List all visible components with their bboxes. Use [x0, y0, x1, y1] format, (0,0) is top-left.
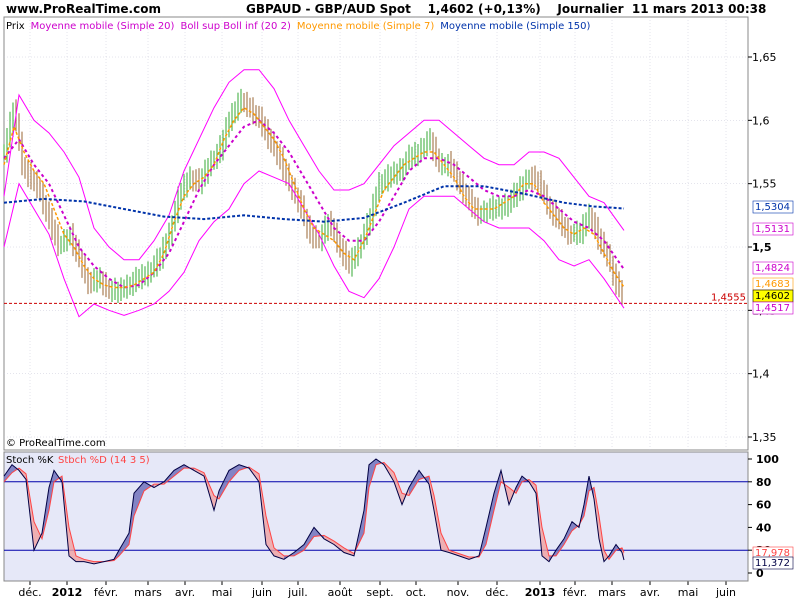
boll-sup-line: [3, 69, 625, 261]
stoch-fill: [556, 538, 564, 556]
datetime-label: 11 mars 2013 00:38: [631, 2, 767, 16]
stoch-tag-box: [752, 556, 794, 570]
stoch-fill: [494, 470, 501, 511]
main-y-tick-label: 1,6: [752, 114, 770, 127]
stoch-fill: [219, 470, 229, 499]
x-tick-label: juil.: [287, 586, 308, 599]
stoch-fill: [409, 470, 419, 496]
stoch-fill: [134, 481, 144, 516]
x-tick-label: 2012: [52, 586, 83, 599]
stoch-y-tick-label: 0: [756, 567, 764, 580]
stoch-fill: [324, 535, 334, 545]
x-tick-label: sept.: [366, 586, 393, 599]
main-y-tick-label: 1,4: [752, 368, 770, 381]
stoch-legend-d: Stbch %D (14 3 5): [58, 455, 150, 466]
stoch-fill: [516, 476, 522, 494]
price-tag-box: [752, 222, 794, 236]
x-tick-label: juin: [251, 586, 272, 599]
price-change: 1,4602 (+0,13%): [427, 2, 541, 16]
main-y-tick-label: 1,65: [752, 51, 777, 64]
legend-entry: Moyenne mobile (Simple 150): [440, 21, 590, 32]
x-tick-label: févr.: [94, 586, 118, 599]
stoch-fill: [459, 553, 469, 560]
stoch-fill: [449, 550, 459, 556]
x-tick-label: mars: [598, 586, 626, 599]
stoch-fill: [344, 547, 354, 556]
x-tick-label: nov.: [447, 586, 470, 599]
x-tick-label: août: [328, 586, 353, 599]
main-panel-frame: [3, 16, 749, 451]
x-tick-label: 2013: [525, 586, 556, 599]
ma150-line: [3, 185, 625, 223]
x-tick-label: avr.: [640, 586, 660, 599]
stoch-fill: [84, 559, 94, 564]
stoch-tag: 11,372: [755, 558, 790, 569]
site-title[interactable]: www.ProRealTime.com: [6, 2, 161, 16]
price-tag: 1,4683: [755, 279, 790, 290]
x-tick-label: déc.: [485, 586, 508, 599]
stoch-fill: [564, 521, 572, 545]
stoch-fill: [294, 544, 304, 556]
x-tick-label: mai: [678, 586, 699, 599]
x-tick-label: févr.: [563, 586, 587, 599]
ma7-line: [3, 106, 625, 289]
watermark: © ProRealTime.com: [6, 438, 106, 449]
stoch-y-tick-label: 60: [756, 499, 772, 512]
main-y-tick-label: 1,35: [752, 431, 777, 444]
stoch-fill: [119, 533, 129, 556]
price-tag: 1,5131: [755, 224, 790, 235]
x-tick-label: juin: [715, 586, 736, 599]
x-tick-label: oct.: [406, 586, 427, 599]
stoch-y-tick-label: 40: [756, 521, 772, 534]
stoch-fill: [364, 464, 369, 534]
price-tag: 1,5304: [755, 202, 790, 213]
stoch-legend-k: Stoch %K: [6, 455, 54, 466]
stoch-fill: [34, 521, 42, 551]
instrument-header: GBPAUD - GBP/AUD Spot 1,4602 (+0,13%) Jo…: [246, 2, 766, 16]
alert-line-label: 1,4555: [711, 292, 746, 303]
stoch-y-tick-label: 80: [756, 476, 772, 489]
x-tick-label: déc.: [18, 586, 41, 599]
stoch-fill: [174, 464, 184, 477]
stoch-fill: [394, 472, 402, 505]
stoch-fill: [76, 555, 84, 562]
stoch-panel-frame: [3, 451, 749, 582]
boll-inf-line: [3, 170, 625, 318]
stoch-fill: [239, 464, 249, 471]
x-tick-label: mai: [212, 586, 233, 599]
stoch-fill: [4, 464, 12, 482]
main-y-tick-label: 1,55: [752, 178, 777, 191]
legend-entry: Boll sup Boll inf (20 2): [180, 21, 290, 32]
x-tick-label: mars: [134, 586, 162, 599]
price-tag: 1,4824: [755, 263, 790, 274]
legend-entry: Moyenne mobile (Simple 7): [297, 21, 435, 32]
stoch-fill: [334, 541, 344, 553]
price-tag: 1,4517: [755, 303, 790, 314]
stoch-fill: [434, 495, 441, 551]
stoch-k-line: [3, 458, 625, 565]
price-tag: 1,4602: [755, 291, 790, 302]
x-tick-label: avr.: [175, 586, 195, 599]
price-tag-box: [752, 301, 794, 315]
stoch-y-tick-label: 100: [756, 453, 779, 466]
ma20-line: [3, 119, 625, 289]
stoch-tag: 17,978: [755, 548, 790, 559]
price-tag-box: [752, 261, 794, 275]
legend-entry: Prix: [6, 21, 25, 32]
stoch-fill: [486, 493, 494, 545]
stoch-fill: [572, 521, 579, 531]
stoch-fill: [304, 527, 314, 551]
main-y-tick-label: 1,5: [752, 241, 772, 254]
period-label: Journalier: [557, 2, 624, 16]
legend-entry: Moyenne mobile (Simple 20): [31, 21, 175, 32]
instrument-name: GBPAUD - GBP/AUD Spot: [246, 2, 411, 16]
price-tag-box: [752, 200, 794, 214]
